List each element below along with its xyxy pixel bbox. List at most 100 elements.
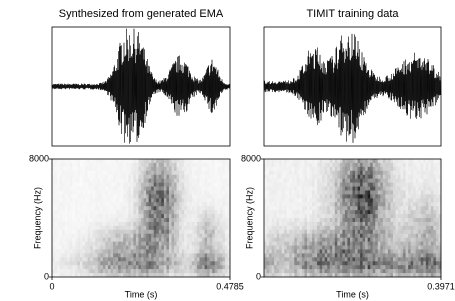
spectrogram-cell bbox=[164, 265, 167, 269]
spectrogram-cell bbox=[121, 183, 124, 187]
spectrogram-cell bbox=[294, 198, 297, 202]
spectrogram-cell bbox=[80, 253, 83, 257]
spectrogram-cell bbox=[312, 222, 315, 226]
spectrogram-cell bbox=[322, 253, 325, 257]
spectrogram-cell bbox=[123, 190, 126, 194]
spectrogram-cell bbox=[98, 218, 101, 222]
spectrogram-cell bbox=[52, 269, 55, 273]
spectrogram-cell bbox=[141, 163, 144, 167]
spectrogram-cell bbox=[212, 206, 215, 210]
spectrogram-cell bbox=[287, 218, 290, 222]
spectrogram-cell bbox=[138, 175, 141, 179]
spectrogram-cell bbox=[141, 242, 144, 246]
spectrogram-cell bbox=[123, 218, 126, 222]
spectrogram-cell bbox=[327, 242, 330, 246]
spectrogram-cell bbox=[370, 230, 373, 234]
spectrogram-cell bbox=[370, 159, 373, 163]
spectrogram-cell bbox=[105, 171, 108, 175]
spectrogram-cell bbox=[156, 171, 159, 175]
spectrogram-cell bbox=[403, 210, 406, 214]
spectrogram-cell bbox=[368, 261, 371, 265]
spectrogram-cell bbox=[141, 234, 144, 238]
spectrogram-cell bbox=[337, 214, 340, 218]
spectrogram-cell bbox=[146, 257, 149, 261]
spectrogram-cell bbox=[123, 253, 126, 257]
spectrogram-cell bbox=[207, 257, 210, 261]
spectrogram-cell bbox=[383, 257, 386, 261]
spectrogram-cell bbox=[172, 242, 175, 246]
spectrogram-cell bbox=[370, 179, 373, 183]
spectrogram-cell bbox=[164, 214, 167, 218]
spectrogram-cell bbox=[77, 242, 80, 246]
spectrogram-cell bbox=[401, 257, 404, 261]
spectrogram-cell bbox=[378, 171, 381, 175]
spectrogram-cell bbox=[373, 159, 376, 163]
spectrogram-cell bbox=[90, 238, 93, 242]
spectrogram-cell bbox=[436, 238, 439, 242]
spectrogram-cell bbox=[408, 222, 411, 226]
spectrogram-cell bbox=[105, 194, 108, 198]
spectrogram-cell bbox=[406, 242, 409, 246]
spectrogram-cell bbox=[113, 218, 116, 222]
spectrogram-cell bbox=[433, 265, 436, 269]
spectrogram-cell bbox=[347, 246, 350, 250]
spectrogram-cell bbox=[292, 190, 295, 194]
spectrogram-cell bbox=[284, 226, 287, 230]
spectrogram-cell bbox=[292, 265, 295, 269]
spectrogram-cell bbox=[292, 261, 295, 265]
spectrogram-cell bbox=[138, 206, 141, 210]
spectrogram-cell bbox=[363, 175, 366, 179]
spectrogram-cell bbox=[267, 159, 270, 163]
spectrogram-cell bbox=[340, 242, 343, 246]
spectrogram-cell bbox=[52, 171, 55, 175]
spectrogram-cell bbox=[335, 253, 338, 257]
spectrogram-cell bbox=[95, 175, 98, 179]
spectrogram-cell bbox=[342, 183, 345, 187]
spectrogram-cell bbox=[105, 183, 108, 187]
spectrogram-cell bbox=[373, 202, 376, 206]
spectrogram-cell bbox=[210, 163, 213, 167]
spectrogram-cell bbox=[93, 167, 96, 171]
spectrogram-cell bbox=[70, 198, 73, 202]
spectrogram-cell bbox=[212, 167, 215, 171]
spectrogram-cell bbox=[269, 179, 272, 183]
spectrogram-cell bbox=[330, 265, 333, 269]
spectrogram-cell bbox=[164, 246, 167, 250]
spectrogram-cell bbox=[287, 183, 290, 187]
spectrogram-cell bbox=[189, 159, 192, 163]
spectrogram-cell bbox=[60, 163, 63, 167]
spectrogram-cell bbox=[370, 265, 373, 269]
spectrogram-cell bbox=[418, 214, 421, 218]
spectrogram-cell bbox=[205, 226, 208, 230]
spectrogram-cell bbox=[277, 230, 280, 234]
spectrogram-cell bbox=[83, 163, 86, 167]
spectrogram-cell bbox=[166, 238, 169, 242]
spectrogram-cell bbox=[138, 238, 141, 242]
spectrogram-cell bbox=[65, 230, 68, 234]
spectrogram-cell bbox=[297, 187, 300, 191]
spectrogram-cell bbox=[164, 218, 167, 222]
spectrogram-cell bbox=[141, 194, 144, 198]
spectrogram-cell bbox=[307, 171, 310, 175]
spectrogram-cell bbox=[110, 198, 113, 202]
spectrogram-cell bbox=[294, 269, 297, 273]
spectrogram-cell bbox=[312, 214, 315, 218]
spectrogram-cell bbox=[146, 234, 149, 238]
spectrogram-cell bbox=[368, 230, 371, 234]
spectrogram-cell bbox=[375, 218, 378, 222]
spectrogram-cell bbox=[279, 218, 282, 222]
spectrogram-cell bbox=[72, 226, 75, 230]
spectrogram-cell bbox=[149, 226, 152, 230]
spectrogram-cell bbox=[418, 230, 421, 234]
spectrogram-cell bbox=[57, 183, 60, 187]
spectrogram-cell bbox=[116, 269, 119, 273]
spectrogram-cell bbox=[128, 190, 131, 194]
spectrogram-cell bbox=[187, 202, 190, 206]
spectrogram-cell bbox=[335, 206, 338, 210]
spectrogram-cell bbox=[220, 194, 223, 198]
spectrogram-cell bbox=[199, 179, 202, 183]
spectrogram-cell bbox=[433, 187, 436, 191]
spectrogram-cell bbox=[340, 159, 343, 163]
spectrogram-cell bbox=[322, 226, 325, 230]
spectrogram-cell bbox=[307, 265, 310, 269]
